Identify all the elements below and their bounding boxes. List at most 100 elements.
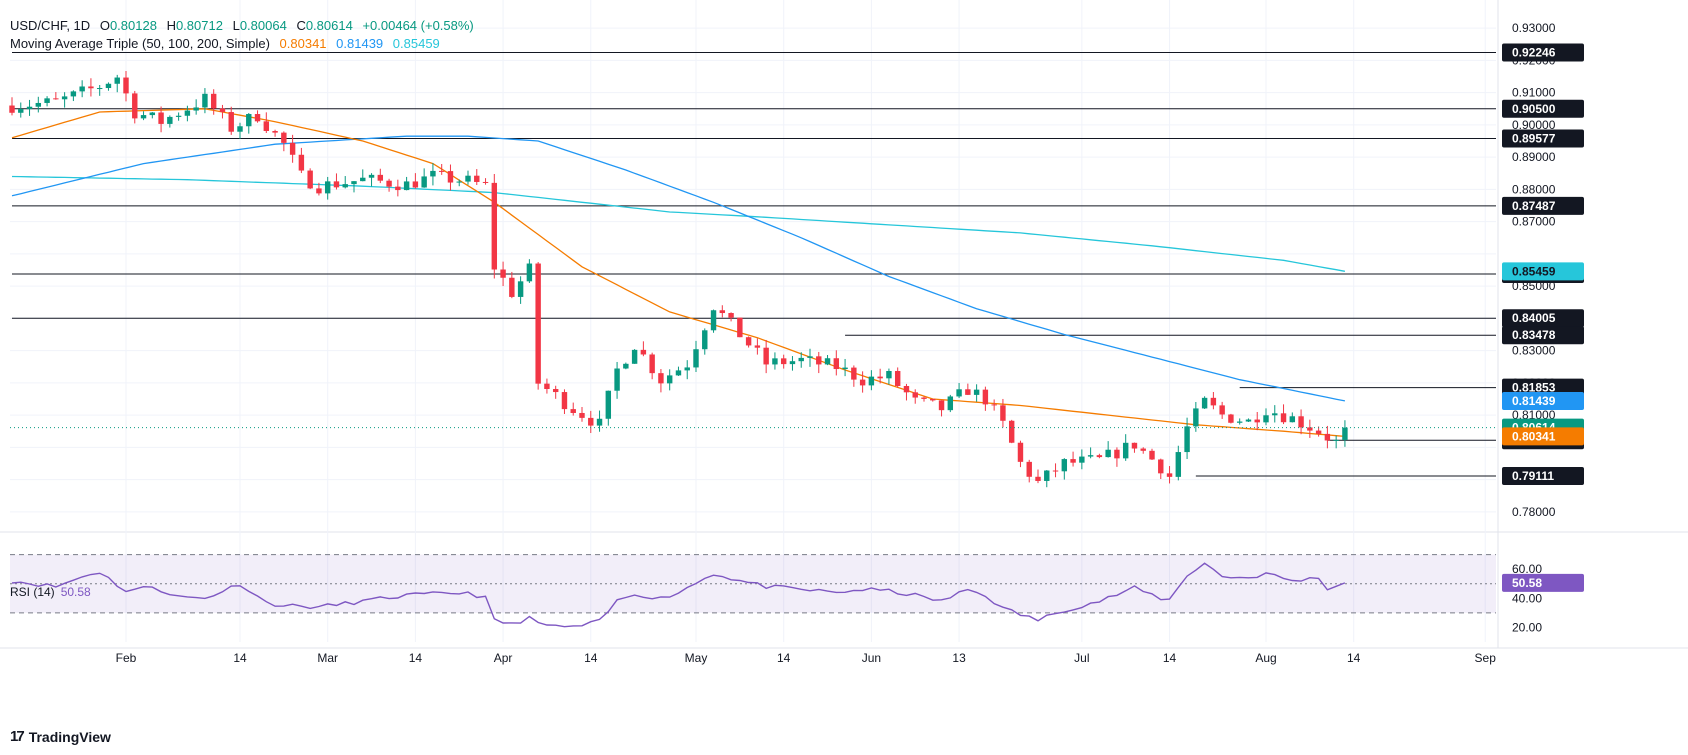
candle-body [816,356,822,365]
candle-body [824,358,831,365]
candle [316,182,322,196]
candle-body [631,349,638,364]
level-badge-text: 0.89577 [1512,132,1556,146]
candle-body [1228,414,1234,423]
candle-body [877,376,883,379]
rsi-label[interactable]: RSI (14) [10,585,55,599]
candle-body [763,347,769,365]
candle [930,398,936,402]
candle-body [1210,397,1217,406]
candle [824,355,831,366]
candle [158,106,164,133]
candle [53,92,59,100]
candle-body [1052,470,1059,472]
candle-body [105,83,112,89]
open-label: O [99,18,110,33]
candle-body [693,349,699,368]
candle [965,383,971,396]
candle-body [1131,442,1138,449]
symbol-header: USD/CHF, 1D O0.80128 H0.80712 L0.80064 C… [10,18,480,33]
candle [912,389,918,404]
candle-body [947,396,954,411]
candle-body [272,131,278,133]
candle-body [96,88,103,90]
candle-body [88,86,94,89]
price-tick-label: 0.93000 [1512,21,1556,35]
candle-body [965,389,971,395]
candle-body [675,370,682,376]
price-tick-label: 0.88000 [1512,182,1556,196]
candle [877,368,883,384]
level-badge: 0.83478 [1502,326,1584,345]
candle [1263,408,1269,426]
candle-body [447,171,454,183]
candle [894,367,901,388]
candle-body [158,112,164,124]
change-value: +0.00464 (+0.58%) [362,18,474,33]
price-tick-label: 0.90000 [1512,118,1556,132]
candle [745,336,752,348]
candle [754,338,761,355]
rsi-tick-label: 40.00 [1512,591,1542,605]
candle [982,386,989,411]
time-tick-label: Mar [317,651,338,665]
candle [1114,447,1120,467]
candle [1140,447,1146,454]
candle-body [465,175,471,182]
candle [605,390,612,426]
price-tick-label: 0.78000 [1512,505,1556,519]
high-value: 0.80712 [175,18,223,33]
time-tick-label: 14 [1163,651,1177,665]
candle-body [710,310,717,331]
candle [491,173,498,279]
candle-body [859,379,866,386]
candle [614,361,620,399]
ma100-line [11,135,1346,402]
candle-body [53,98,59,100]
ma100-badge-bg [1502,391,1584,410]
candle-body [377,174,384,181]
candle [430,163,436,186]
candle-body [1289,416,1296,423]
candle [789,356,796,371]
candle-body [1324,433,1331,441]
ma-title[interactable]: Moving Average Triple (50, 100, 200, Sim… [10,36,270,51]
candles [9,70,1348,488]
candle [342,176,348,189]
candle-body [70,91,77,97]
brand-name: TradingView [28,728,111,745]
rsi-header: RSI (14) 50.58 [10,585,91,599]
candle-body [1149,450,1155,460]
candle [1245,418,1252,423]
time-tick-label: 14 [1347,651,1361,665]
close-value: 0.80614 [305,18,353,33]
candle [1175,445,1182,481]
candle [263,112,270,133]
candle-body [851,367,857,380]
candle [693,340,699,373]
candle-body [1175,452,1182,477]
tradingview-logo[interactable]: 17 TradingView [10,728,111,745]
candle [9,97,15,116]
candle-body [149,112,156,116]
candle [1289,412,1296,423]
candle [254,110,261,123]
candle-body [1087,455,1094,457]
candle-body [44,98,50,103]
candle-body [798,357,804,362]
candle-body [167,116,173,124]
candle [719,305,726,318]
candle-body [588,417,594,426]
candle [1035,469,1041,484]
symbol-label[interactable]: USD/CHF, 1D [10,18,91,33]
level-badge-bg [1502,99,1584,118]
ma50-line [11,108,1345,438]
candle [140,111,147,121]
candle-body [1236,421,1243,423]
candle [324,176,331,200]
candle-body [789,361,796,365]
candle-body [614,368,620,391]
candle-body [368,174,375,178]
candle-body [807,356,813,358]
